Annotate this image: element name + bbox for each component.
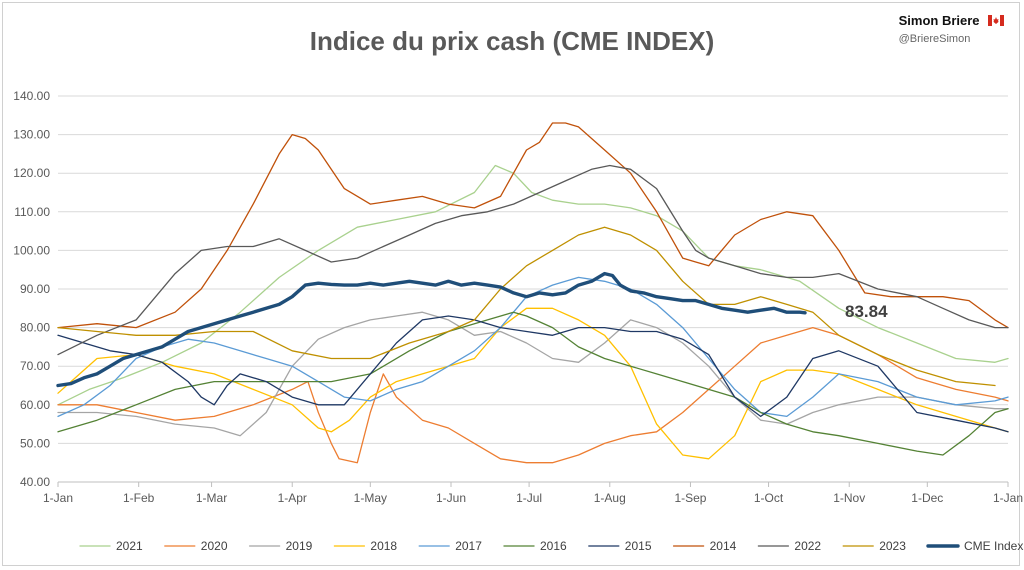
series-line-cme-index	[56, 271, 807, 388]
last-value-label: 83.84	[845, 302, 888, 321]
legend-label: 2017	[455, 539, 482, 553]
x-tick-label: 1-Feb	[123, 491, 155, 505]
x-tick-label: 1-Jan	[993, 491, 1023, 505]
x-tick-label: 1-Sep	[674, 491, 706, 505]
y-tick-label: 140.00	[13, 89, 50, 103]
chart-title: Indice du prix cash (CME INDEX)	[309, 26, 715, 56]
series-line-2015	[57, 315, 1009, 433]
series-line-2018	[57, 307, 1009, 460]
legend-label: 2016	[540, 539, 567, 553]
legend-label: 2021	[116, 539, 143, 553]
legend: 2021 2020 2019 2018 2017 2016 2015 2014 2022 2023…	[79, 539, 1023, 553]
x-tick-label: 1-Apr	[278, 491, 307, 505]
brand-name: Simon Briere	[898, 13, 980, 28]
series-line-2016	[57, 311, 1009, 456]
series-line-2014	[57, 122, 1009, 329]
legend-label: 2014	[710, 539, 737, 553]
legend-label: CME Index	[964, 539, 1023, 553]
series-lines	[56, 122, 1009, 464]
legend-label: 2020	[201, 539, 228, 553]
y-tick-label: 120.00	[13, 166, 50, 180]
brand-handle: @BriereSimon	[898, 33, 971, 45]
legend-label: 2018	[370, 539, 397, 553]
x-tick-label: 1-Dec	[911, 491, 943, 505]
series-line-2019	[57, 311, 1009, 437]
x-tick-label: 1-May	[354, 491, 387, 505]
series-line-2023	[57, 226, 996, 387]
canada-flag-icon	[988, 15, 1004, 27]
y-tick-label: 70.00	[20, 359, 50, 373]
legend-label: 2019	[286, 539, 313, 553]
series-line-2021	[57, 164, 1009, 406]
brand-block: Simon Briere @BriereSimon	[899, 12, 1004, 45]
y-tick-label: 90.00	[20, 282, 50, 296]
x-tick-label: 1-Jul	[516, 491, 542, 505]
y-tick-label: 40.00	[20, 475, 50, 489]
y-tick-label: 110.00	[14, 205, 50, 219]
y-tick-label: 130.00	[13, 128, 50, 142]
legend-label: 2015	[625, 539, 652, 553]
x-tick-label: 1-Oct	[754, 491, 784, 505]
y-tick-label: 80.00	[20, 321, 50, 335]
series-line-2020	[57, 326, 1009, 464]
x-tick-label: 1-Nov	[833, 491, 865, 505]
y-axis: 40.00 50.00 60.00 70.00 80.00 90.00 100.00 110.…	[13, 89, 50, 489]
y-tick-label: 50.00	[20, 436, 50, 450]
y-tick-label: 60.00	[20, 398, 50, 412]
legend-label: 2022	[794, 539, 821, 553]
x-tick-label: 1-Aug	[594, 491, 626, 505]
x-tick-label: 1-Jan	[43, 491, 73, 505]
annotations: 83.84	[845, 302, 888, 321]
x-axis: 1-Jan 1-Feb 1-Mar 1-Apr 1-May 1-Jun 1-Jul 1-Aug…	[43, 481, 1023, 505]
y-tick-label: 100.00	[13, 243, 50, 257]
series-line-2022	[57, 164, 1009, 356]
x-tick-label: 1-Jun	[436, 491, 466, 505]
x-tick-label: 1-Mar	[196, 491, 227, 505]
legend-label: 2023	[879, 539, 906, 553]
